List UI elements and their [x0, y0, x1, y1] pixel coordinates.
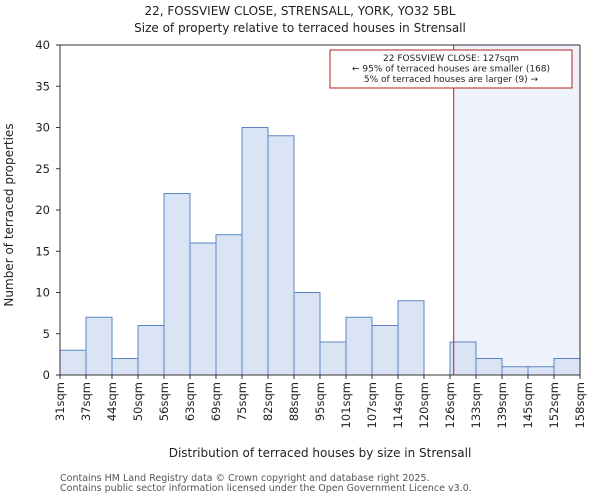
y-tick-label: 10: [35, 286, 50, 300]
axes-layer: 0 5 10 15 20 25 30 35 40 31sqm 37sqm 44sqm 50sqm 56sq…: [35, 38, 587, 428]
annotation-line-2: ← 95% of terraced houses are smaller (16…: [352, 65, 550, 75]
y-tick-label: 5: [43, 327, 50, 341]
marker-layer: 22 FOSSVIEW CLOSE: 127sqm← 95% of terrac…: [329, 45, 573, 375]
x-tick-label: 31sqm: [53, 382, 67, 421]
bar: [163, 193, 191, 376]
x-tick-label: 37sqm: [79, 382, 93, 421]
bar: [59, 349, 87, 376]
annotation-line-1: 22 FOSSVIEW CLOSE: 127sqm: [383, 54, 519, 64]
chart-title: 22, FOSSVIEW CLOSE, STRENSALL, YORK, YO3…: [144, 4, 455, 18]
x-tick-label: 88sqm: [287, 382, 301, 421]
bar: [85, 316, 113, 376]
y-tick-label: 35: [35, 79, 50, 93]
highlight-layer: [453, 45, 580, 375]
bar: [319, 341, 347, 376]
annotation-line-3: 5% of terraced houses are larger (9) →: [364, 75, 539, 85]
x-axis-label: Distribution of terraced houses by size …: [169, 446, 472, 460]
bar: [553, 358, 581, 376]
bar: [397, 300, 425, 376]
x-tick-label: 44sqm: [105, 382, 119, 421]
footer-line-2: Contains public sector information licen…: [60, 483, 472, 494]
x-tick-label: 158sqm: [573, 382, 587, 428]
footer-line-1: Contains HM Land Registry data © Crown c…: [60, 473, 430, 484]
x-tick-label: 126sqm: [443, 382, 457, 428]
bar: [475, 358, 503, 376]
x-tick-label: 145sqm: [521, 382, 535, 428]
bar: [293, 292, 321, 376]
highlight-region: [453, 45, 580, 375]
x-tick-label: 75sqm: [235, 382, 249, 421]
y-tick-label: 40: [35, 38, 50, 52]
bar: [449, 341, 477, 376]
y-tick-label: 20: [35, 203, 50, 217]
x-tick-label: 133sqm: [469, 382, 483, 428]
bar: [241, 127, 269, 376]
x-tick-label: 101sqm: [339, 382, 353, 428]
x-tick-label: 56sqm: [157, 382, 171, 421]
bar: [111, 358, 139, 376]
x-tick-label: 95sqm: [313, 382, 327, 421]
y-axis-label: Number of terraced properties: [2, 123, 16, 306]
bar: [345, 316, 373, 376]
x-tick-label: 82sqm: [261, 382, 275, 421]
bar: [189, 242, 217, 376]
bar: [267, 135, 295, 376]
x-tick-label: 139sqm: [495, 382, 509, 428]
bar: [527, 366, 555, 376]
y-tick-label: 15: [35, 244, 50, 258]
x-tick-label: 152sqm: [547, 382, 561, 428]
bars-layer: [59, 127, 581, 376]
bar: [371, 325, 399, 376]
bar: [137, 325, 165, 376]
y-tick-label: 30: [35, 121, 50, 135]
x-tick-label: 69sqm: [209, 382, 223, 421]
bar: [501, 366, 529, 376]
chart: 22, FOSSVIEW CLOSE, STRENSALL, YORK, YO3…: [2, 4, 587, 460]
x-tick-label: 63sqm: [183, 382, 197, 421]
x-tick-label: 50sqm: [131, 382, 145, 421]
x-tick-label: 114sqm: [391, 382, 405, 428]
chart-subtitle: Size of property relative to terraced ho…: [134, 21, 466, 35]
y-tick-label: 25: [35, 162, 50, 176]
y-tick-label: 0: [43, 368, 50, 382]
annotation-box: [329, 49, 573, 89]
bar: [215, 234, 243, 376]
x-tick-label: 120sqm: [417, 382, 431, 428]
x-tick-label: 107sqm: [365, 382, 379, 428]
